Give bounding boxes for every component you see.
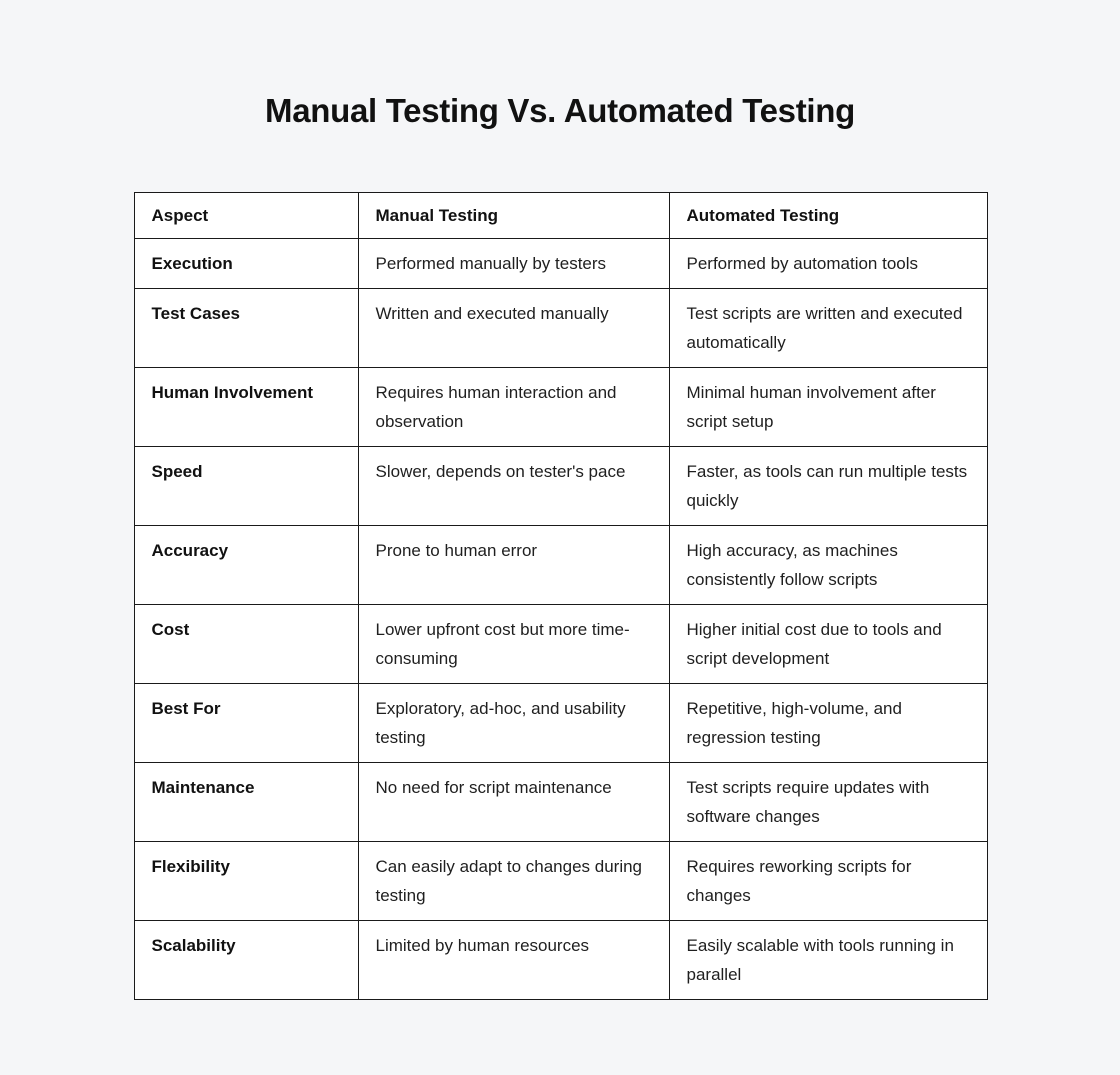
table-row: Cost Lower upfront cost but more time-con…: [133, 604, 988, 684]
aspect-cell: Best For: [133, 683, 359, 763]
aspect-cell: Scalability: [133, 920, 359, 1000]
page-title: Manual Testing Vs. Automated Testing: [265, 92, 855, 129]
table-row: Flexibility Can easily adapt to changes d…: [133, 841, 988, 921]
header-cell-manual-testing: Manual Testing: [357, 192, 670, 239]
aspect-cell: Cost: [133, 604, 359, 684]
aspect-cell: Speed: [133, 446, 359, 526]
table-row: Maintenance No need for script maintenanc…: [133, 762, 988, 842]
manual-cell: No need for script maintenance: [357, 762, 670, 842]
manual-cell: Lower upfront cost but more time-consumi…: [357, 604, 670, 684]
automated-cell: Higher initial cost due to tools and scr…: [668, 604, 988, 684]
automated-cell: Faster, as tools can run multiple tests …: [668, 446, 988, 526]
automated-cell: Repetitive, high-volume, and regression …: [668, 683, 988, 763]
manual-cell: Prone to human error: [357, 525, 670, 605]
automated-cell: High accuracy, as machines consistently …: [668, 525, 988, 605]
automated-cell: Performed by automation tools: [668, 238, 988, 289]
aspect-cell: Maintenance: [133, 762, 359, 842]
automated-cell: Requires reworking scripts for changes: [668, 841, 988, 921]
manual-cell: Can easily adapt to changes during testi…: [357, 841, 670, 921]
table-header-row: Aspect Manual Testing Automated Testing: [133, 192, 988, 239]
comparison-table: Aspect Manual Testing Automated Testing Ex…: [133, 192, 988, 1000]
manual-cell: Performed manually by testers: [357, 238, 670, 289]
aspect-cell: Accuracy: [133, 525, 359, 605]
automated-cell: Test scripts are written and executed au…: [668, 288, 988, 368]
table-row: Accuracy Prone to human error High accurac…: [133, 525, 988, 605]
table-body: Execution Performed manually by testers Pe…: [133, 238, 988, 1000]
automated-cell: Minimal human involvement after script s…: [668, 367, 988, 447]
aspect-cell: Human Involvement: [133, 367, 359, 447]
table-row: Scalability Limited by human resources Eas…: [133, 920, 988, 1000]
manual-cell: Exploratory, ad-hoc, and usability testi…: [357, 683, 670, 763]
manual-cell: Slower, depends on tester's pace: [357, 446, 670, 526]
header-cell-aspect: Aspect: [133, 192, 359, 239]
table-row: Execution Performed manually by testers Pe…: [133, 238, 988, 289]
aspect-cell: Execution: [133, 238, 359, 289]
aspect-cell: Flexibility: [133, 841, 359, 921]
table-row: Speed Slower, depends on tester's pace Fas…: [133, 446, 988, 526]
table-container: Aspect Manual Testing Automated Testing Ex…: [133, 192, 988, 1000]
automated-cell: Test scripts require updates with softwa…: [668, 762, 988, 842]
manual-cell: Requires human interaction and observati…: [357, 367, 670, 447]
manual-cell: Limited by human resources: [357, 920, 670, 1000]
table-row: Best For Exploratory, ad-hoc, and usabili…: [133, 683, 988, 763]
header-cell-automated-testing: Automated Testing: [668, 192, 988, 239]
table-row: Human Involvement Requires human interact…: [133, 367, 988, 447]
table-row: Test Cases Written and executed manually T…: [133, 288, 988, 368]
automated-cell: Easily scalable with tools running in pa…: [668, 920, 988, 1000]
aspect-cell: Test Cases: [133, 288, 359, 368]
manual-cell: Written and executed manually: [357, 288, 670, 368]
